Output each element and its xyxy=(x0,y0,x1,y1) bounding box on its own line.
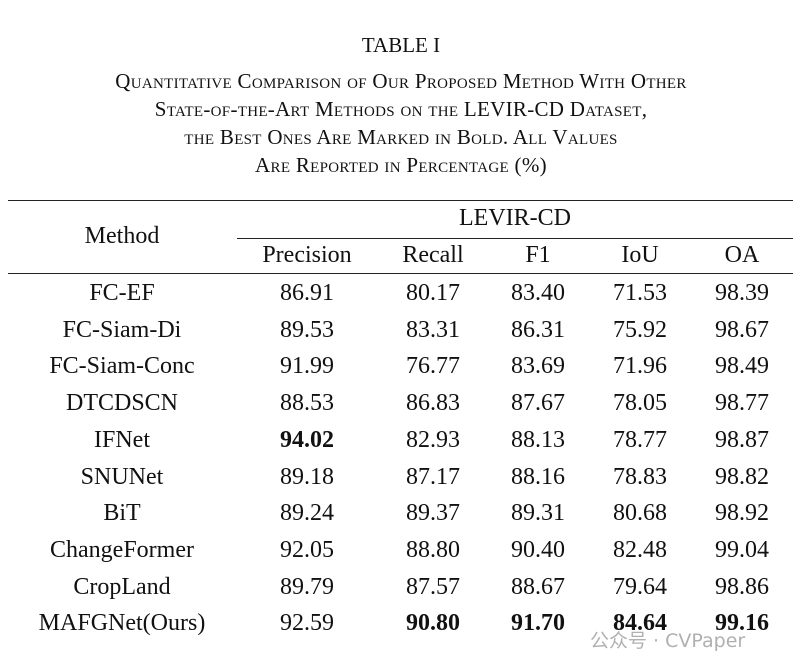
metric-value: 91.99 xyxy=(280,353,334,380)
metric-value: 92.59 xyxy=(280,610,334,637)
metric-value: 83.31 xyxy=(406,316,460,343)
method-name: ChangeFormer xyxy=(50,536,194,563)
metric-value: 78.05 xyxy=(613,390,667,417)
metric-value: 75.92 xyxy=(613,316,667,343)
metric-value: 79.64 xyxy=(613,573,667,600)
metric-value: 99.16 xyxy=(715,610,769,637)
metric-value: 88.53 xyxy=(280,390,334,417)
method-name: BiT xyxy=(103,500,141,527)
metric-value: 78.77 xyxy=(613,426,667,453)
metric-value: 83.40 xyxy=(511,280,565,306)
metric-value: 98.67 xyxy=(715,316,769,343)
table-number: TABLE I xyxy=(361,33,441,57)
method-name: FC-Siam-Di xyxy=(62,316,182,343)
metric-value: 98.86 xyxy=(715,573,769,600)
metric-value: 80.17 xyxy=(406,280,460,306)
metric-value: 89.53 xyxy=(280,316,334,343)
metric-value: 82.93 xyxy=(406,426,460,453)
method-header: Method xyxy=(84,223,160,249)
column-header: F1 xyxy=(525,242,551,268)
metric-value: 88.80 xyxy=(406,536,460,563)
metric-value: 71.96 xyxy=(613,353,667,380)
metric-value: 98.49 xyxy=(715,353,769,380)
metric-value: 91.70 xyxy=(511,610,565,637)
metric-value: 87.17 xyxy=(406,463,460,490)
metric-value: 98.87 xyxy=(715,426,769,453)
metric-value: 88.16 xyxy=(511,463,565,490)
metric-value: 78.83 xyxy=(613,463,667,490)
group-header: LEVIR-CD xyxy=(459,205,571,231)
metric-value: 98.82 xyxy=(715,463,769,490)
metric-value: 94.02 xyxy=(280,426,334,453)
group-rule xyxy=(237,238,793,239)
method-name: FC-EF xyxy=(89,280,155,306)
metric-value: 84.64 xyxy=(613,610,667,637)
metric-value: 87.67 xyxy=(511,390,565,417)
method-name: IFNet xyxy=(94,426,150,453)
metric-value: 76.77 xyxy=(406,353,460,380)
metric-value: 82.48 xyxy=(613,536,667,563)
method-name: MAFGNet(Ours) xyxy=(38,610,206,637)
metric-value: 98.92 xyxy=(715,500,769,527)
metric-value: 89.31 xyxy=(511,500,565,527)
metric-value: 89.18 xyxy=(280,463,334,490)
metric-value: 71.53 xyxy=(613,280,667,306)
method-name: DTCDSCN xyxy=(65,390,179,417)
metric-value: 89.79 xyxy=(280,573,334,600)
top-rule xyxy=(8,200,793,201)
method-name: SNUNet xyxy=(80,463,164,490)
watermark: 公众号 · CVPaper xyxy=(590,630,746,652)
metric-value: 89.24 xyxy=(280,500,334,527)
metric-value: 98.39 xyxy=(715,280,769,306)
method-name: FC-Siam-Conc xyxy=(49,353,195,380)
caption-line: State-of-the-Art Methods on the LEVIR-CD… xyxy=(154,97,648,121)
metric-value: 86.31 xyxy=(511,316,565,343)
metric-value: 86.91 xyxy=(280,280,334,306)
metric-value: 88.13 xyxy=(511,426,565,453)
caption-line: the Best Ones Are Marked in Bold. All Va… xyxy=(184,125,618,149)
metric-value: 90.80 xyxy=(406,610,460,637)
column-header: Precision xyxy=(262,242,352,268)
caption-line: Are Reported in Percentage (%) xyxy=(255,153,547,177)
metric-value: 89.37 xyxy=(406,500,460,527)
column-header: Recall xyxy=(402,242,464,268)
caption-line: Quantitative Comparison of Our Proposed … xyxy=(115,69,687,93)
metric-value: 83.69 xyxy=(511,353,565,380)
metric-value: 88.67 xyxy=(511,573,565,600)
metric-value: 98.77 xyxy=(715,390,769,417)
metric-value: 86.83 xyxy=(406,390,460,417)
header-rule xyxy=(8,273,793,274)
metric-value: 99.04 xyxy=(715,536,769,563)
metric-value: 90.40 xyxy=(511,536,565,563)
metric-value: 80.68 xyxy=(613,500,667,527)
column-header: IoU xyxy=(621,242,659,268)
method-name: CropLand xyxy=(73,573,171,600)
column-header: OA xyxy=(724,242,760,268)
metric-value: 87.57 xyxy=(406,573,460,600)
metric-value: 92.05 xyxy=(280,536,334,563)
